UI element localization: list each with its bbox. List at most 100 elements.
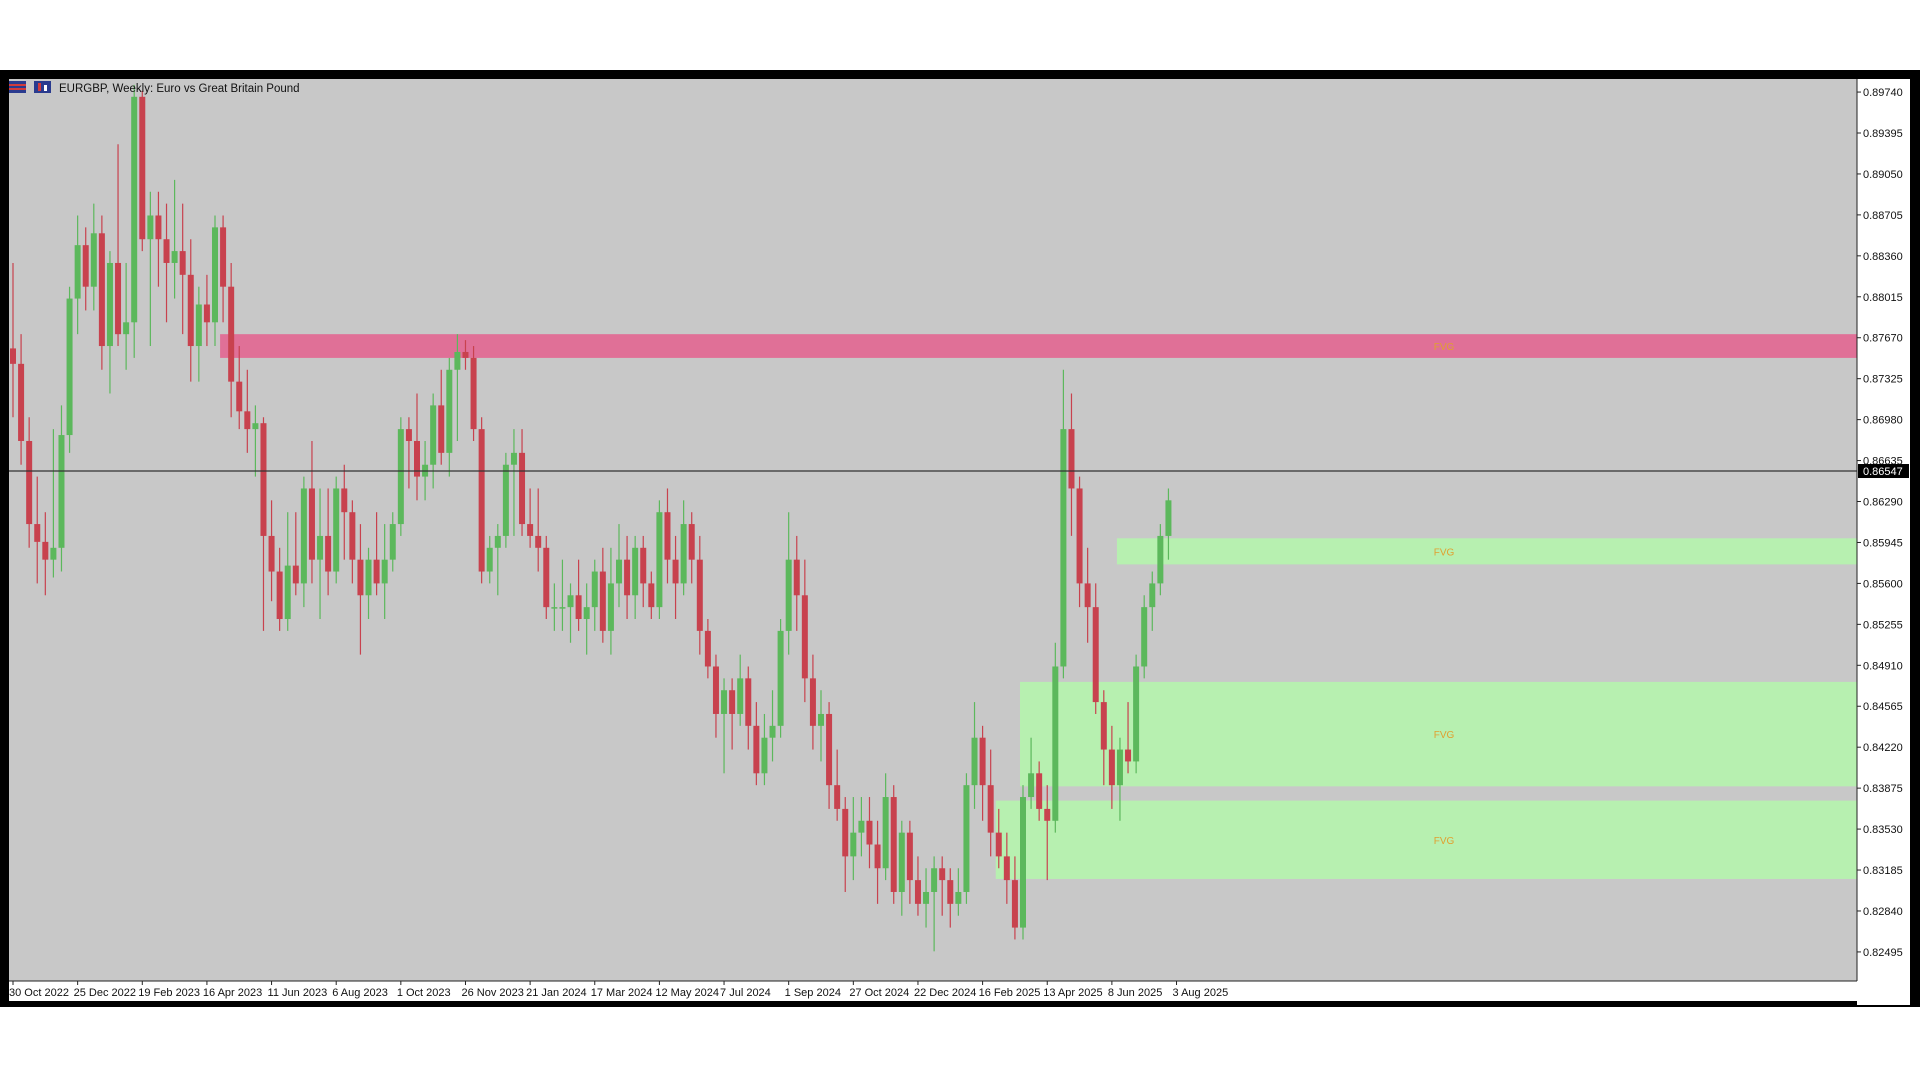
candle-body <box>123 322 130 335</box>
candle <box>220 215 227 323</box>
candle-body <box>632 547 639 596</box>
candle-body <box>325 535 332 572</box>
candle <box>987 749 994 857</box>
candle <box>842 797 849 892</box>
candle-body <box>599 571 606 631</box>
candle <box>656 500 663 620</box>
candle <box>18 334 25 465</box>
candle <box>341 464 348 560</box>
candle-body <box>818 713 824 726</box>
candle-body <box>90 233 97 287</box>
candle <box>98 215 105 370</box>
time-tick-label: 6 Aug 2023 <box>332 987 388 999</box>
candle-body <box>995 832 1002 857</box>
candle <box>26 417 33 548</box>
candle-body <box>890 797 897 892</box>
candle-body <box>74 245 81 299</box>
candle <box>373 512 380 596</box>
candle <box>90 203 97 311</box>
price-tick-label: 0.83875 <box>1863 783 1903 795</box>
candle-body <box>543 547 550 608</box>
candle <box>947 868 954 928</box>
candle <box>1125 702 1132 774</box>
candles-layer <box>10 84 1172 952</box>
candle-body <box>874 844 881 869</box>
candle-body <box>1149 583 1156 608</box>
price-tick-label: 0.84910 <box>1863 660 1903 672</box>
price-tick-label: 0.89740 <box>1863 87 1903 99</box>
price-tick-label: 0.84565 <box>1863 701 1903 713</box>
candle <box>680 500 687 596</box>
candle <box>381 524 388 620</box>
candle <box>494 524 501 596</box>
candle <box>535 488 542 572</box>
candle <box>923 868 930 928</box>
candle-body <box>1028 773 1035 798</box>
candle-body <box>591 571 598 608</box>
time-tick-label: 19 Feb 2023 <box>138 987 200 999</box>
candle-body <box>1036 773 1043 809</box>
candle <box>1003 832 1010 904</box>
candle <box>672 535 679 620</box>
candle-body <box>939 868 946 881</box>
candle-body <box>50 547 57 560</box>
time-tick-label: 13 Apr 2025 <box>1043 987 1102 999</box>
candle-body <box>10 348 16 364</box>
time-tick-label: 16 Apr 2023 <box>203 987 262 999</box>
candle-body <box>195 304 202 347</box>
candle-body <box>454 351 461 370</box>
price-tick-label: 0.87670 <box>1863 333 1903 345</box>
candle-body <box>203 304 210 323</box>
candle-body <box>1068 429 1075 489</box>
candle <box>308 440 315 584</box>
time-tick-label: 1 Oct 2023 <box>397 987 451 999</box>
candle-body <box>559 607 566 609</box>
candle <box>939 856 946 916</box>
zone-label-1: FVG <box>1434 547 1455 558</box>
candle-body <box>535 535 542 548</box>
candle-body <box>373 559 380 584</box>
candle <box>914 856 921 916</box>
candle <box>721 678 728 774</box>
candle-body <box>1125 749 1132 762</box>
time-tick-label: 8 Jun 2025 <box>1108 987 1162 999</box>
candle-body <box>300 488 307 584</box>
candle <box>1133 654 1140 774</box>
candle <box>898 820 905 916</box>
candle-body <box>777 630 784 726</box>
candle <box>292 512 299 596</box>
candle <box>753 702 760 786</box>
current-price-label: 0.86547 <box>1863 466 1903 478</box>
chart-type-icon[interactable] <box>34 81 51 93</box>
candle <box>1052 642 1059 833</box>
candle <box>583 583 590 655</box>
candle-body <box>866 820 873 845</box>
candle-body <box>26 440 33 525</box>
candle <box>801 559 808 703</box>
candle-body <box>664 512 671 560</box>
candle <box>430 393 437 489</box>
candle <box>931 856 938 952</box>
candle-body <box>220 227 227 287</box>
demand-zone-1 <box>1116 538 1857 565</box>
candle-body <box>737 678 744 714</box>
price-tick-label: 0.85255 <box>1863 619 1903 631</box>
candle-body <box>470 357 477 430</box>
candle-body <box>333 488 340 572</box>
candle <box>1116 737 1123 821</box>
candle <box>414 393 420 501</box>
candle-body <box>971 737 978 786</box>
candle <box>567 583 574 643</box>
time-axis[interactable]: 30 Oct 2022 25 Dec 2022 19 Feb 2023 16 Apr … <box>9 980 1857 1001</box>
candle <box>1157 524 1164 596</box>
candle <box>317 488 324 620</box>
time-tick-label: 1 Sep 2024 <box>785 987 841 999</box>
candle <box>260 417 267 631</box>
flag-icon[interactable] <box>9 81 26 93</box>
candle-body <box>405 429 412 441</box>
candle-body <box>624 559 631 596</box>
candle-body <box>397 429 404 525</box>
candle-body <box>769 725 776 738</box>
candle-body <box>260 423 267 536</box>
price-axis[interactable]: 0.89740 0.89395 0.89050 0.88705 0.88360 0.880… <box>1856 79 1910 1005</box>
